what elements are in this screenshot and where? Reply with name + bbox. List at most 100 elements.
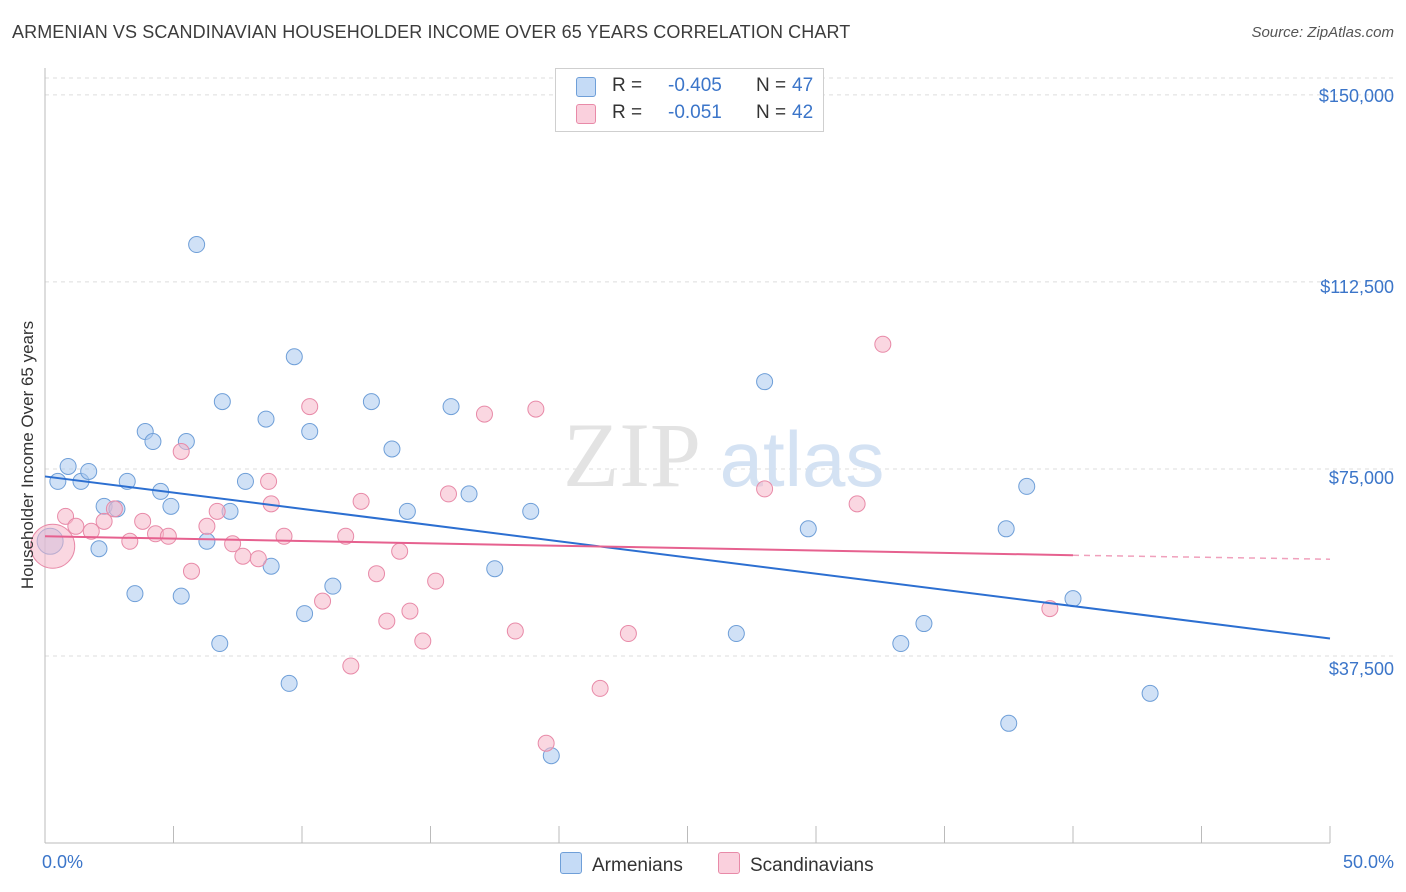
scandinavian-point: [82, 522, 100, 540]
armenian-point: [172, 587, 190, 605]
x-tick-label: 50.0%: [1342, 852, 1394, 872]
armenian-point: [522, 502, 540, 520]
scandinavian-point: [182, 562, 200, 580]
scandinavian-point: [439, 485, 457, 503]
armenian-point: [460, 485, 478, 503]
scandinavian-point: [337, 527, 355, 545]
armenian-point: [285, 348, 303, 366]
scandinavian-point: [208, 502, 226, 520]
scandinavian-point: [275, 527, 293, 545]
armenian-point: [486, 560, 504, 578]
armenian-point: [49, 472, 67, 490]
y-axis-label: Householder Income Over 65 years: [18, 320, 37, 590]
armenian-point: [362, 393, 380, 411]
n-value: 42: [792, 102, 814, 123]
scandinavian-point: [475, 405, 493, 423]
armenian-point: [296, 605, 314, 623]
armenian-point: [90, 540, 108, 558]
chart-title: ARMENIAN VS SCANDINAVIAN HOUSEHOLDER INC…: [12, 22, 851, 42]
armenian-point: [188, 236, 206, 254]
y-tick-label: $37,500: [1328, 659, 1394, 679]
armenian-point: [398, 502, 416, 520]
armenian-point: [756, 373, 774, 391]
armenian-point: [236, 472, 254, 490]
n-value: 47: [792, 75, 814, 96]
armenian-point: [211, 635, 229, 653]
grid: [45, 77, 1393, 657]
scandinavian-point: [172, 443, 190, 460]
legend-label: Scandinavians: [750, 855, 874, 876]
scandinavian-point: [506, 622, 524, 640]
y-tick-label: $150,000: [1318, 86, 1394, 106]
scandinavian-point: [95, 512, 113, 530]
armenian-point: [324, 577, 342, 595]
watermark-zip: ZIP: [563, 404, 701, 506]
scandinavian-point: [391, 542, 409, 560]
armenian-point: [383, 440, 401, 458]
scandinavian-point: [619, 625, 637, 643]
armenian-point: [126, 585, 144, 603]
legend-label: Armenians: [592, 855, 683, 876]
armenian-point: [997, 520, 1015, 538]
r-label: R =: [612, 75, 643, 96]
watermark-atlas: atlas: [720, 415, 885, 503]
scandinavian-point: [249, 550, 267, 568]
scandinavian-point: [301, 398, 319, 416]
scandinavian-point: [30, 523, 76, 569]
armenian-point: [198, 532, 216, 550]
trend-lines: [44, 475, 1331, 640]
scandinavian-point: [260, 472, 278, 490]
n-label: N =: [756, 102, 787, 123]
legend-item-scandinavians[interactable]: Scandinavians: [718, 852, 874, 877]
armenian-point: [1018, 477, 1036, 495]
scandinavian-point: [756, 480, 774, 498]
armenian-point: [59, 457, 77, 475]
scandinavian-point: [537, 734, 555, 752]
scandinavian-point: [874, 335, 892, 353]
scandinavian-point: [121, 532, 139, 550]
armenian-point: [80, 462, 98, 480]
armenian-point: [892, 635, 910, 653]
y-tick-label: $112,500: [1320, 277, 1394, 297]
scandinavian-point: [414, 632, 432, 650]
r-value: -0.051: [668, 102, 722, 123]
armenian-point: [442, 398, 460, 416]
scandinavian-point: [848, 495, 866, 513]
scandinavian-point: [134, 512, 152, 530]
armenian-point: [1064, 590, 1082, 608]
scandinavian-point: [591, 679, 609, 697]
scandinavians-swatch: [718, 852, 740, 874]
n-label: N =: [756, 75, 787, 96]
scandinavian-point: [234, 547, 252, 565]
y-tick-label: $75,000: [1328, 468, 1394, 488]
armenian-point: [280, 674, 298, 692]
armenian-point: [213, 393, 231, 411]
armenian-point: [1000, 714, 1018, 732]
scandinavian-point: [427, 572, 445, 590]
scandinavians-swatch: [576, 104, 596, 124]
r-label: R =: [612, 102, 643, 123]
armenian-trend-line: [44, 475, 1331, 640]
armenian-point: [144, 433, 162, 451]
r-value: -0.405: [668, 75, 722, 96]
scandinavian-point: [368, 565, 386, 583]
scandinavian-point: [401, 602, 419, 620]
source-label: Source: ZipAtlas.com: [1251, 24, 1394, 41]
armenian-point: [915, 615, 933, 633]
armenian-point: [257, 410, 275, 428]
armenians-swatch: [576, 77, 596, 97]
armenian-point: [262, 557, 280, 575]
scandinavian-point: [314, 592, 332, 610]
scandinavian-point: [527, 400, 545, 418]
axes: [44, 68, 1331, 844]
stats-legend: R = -0.405 N = 47 R = -0.051 N = 42: [555, 68, 824, 132]
scandinavian-point: [67, 517, 85, 535]
scandinavian-point: [342, 657, 360, 675]
watermark: ZIP atlas: [563, 404, 884, 506]
legend-item-armenians[interactable]: Armenians: [560, 852, 683, 877]
scandinavian-point: [105, 500, 123, 518]
scandinavian-point: [352, 492, 370, 510]
scandinavian-trend-extension: [1072, 554, 1331, 560]
scandinavian-trend-line: [44, 535, 1074, 557]
scandinavian-point: [378, 612, 396, 630]
